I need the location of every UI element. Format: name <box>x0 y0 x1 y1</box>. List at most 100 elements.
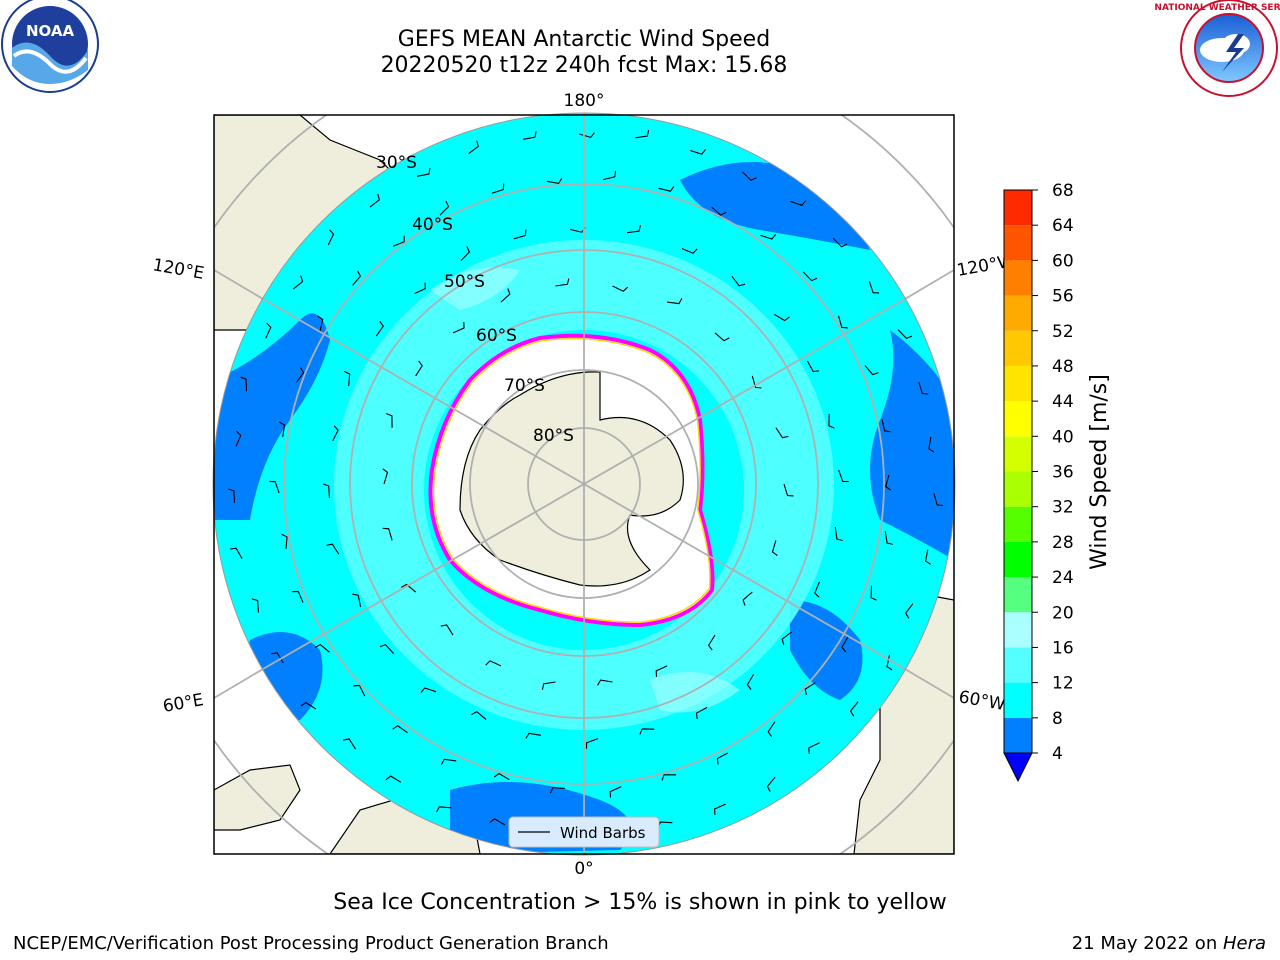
wind-barb <box>353 684 366 697</box>
wind-barb <box>612 285 629 292</box>
antarctica <box>428 333 715 628</box>
wind-barb <box>314 643 330 653</box>
colorbar-tick-label: 24 <box>1052 568 1074 588</box>
colorbar-tick-label: 20 <box>1052 603 1074 623</box>
wind-barb <box>392 235 405 247</box>
colorbar-tick-label: 44 <box>1052 392 1074 412</box>
wind-barb <box>327 229 335 246</box>
wind-barb <box>783 483 794 497</box>
wind-barb <box>681 248 698 254</box>
map-frame <box>213 114 955 855</box>
wind-barb <box>804 682 816 696</box>
wind-barb <box>500 288 511 303</box>
wind-barb <box>864 365 879 376</box>
wind-barb <box>439 200 450 216</box>
wind-barb <box>905 603 914 619</box>
wind-barb <box>658 186 675 192</box>
footer-date-text: 21 May 2022 on <box>1071 933 1223 954</box>
wind-barb <box>828 413 835 429</box>
colorbar-segment <box>1004 330 1032 366</box>
wind-barb <box>281 533 288 549</box>
wind-barb <box>332 425 339 442</box>
antarctic-continent <box>459 371 684 587</box>
lat-label-30s: 30°S <box>376 153 417 173</box>
wind-barb <box>897 329 913 340</box>
wind-barb <box>440 624 454 636</box>
wind-barb <box>881 418 891 433</box>
wind-barb <box>385 775 402 783</box>
wind-barb <box>790 200 807 206</box>
wind-barb <box>386 413 393 428</box>
colorbar-tick-label: 60 <box>1052 251 1074 271</box>
wind-barb <box>849 701 859 717</box>
wind-barb <box>767 721 776 738</box>
wind-barb <box>401 583 417 593</box>
colorbar-segment <box>1004 612 1032 648</box>
colorbar-segment <box>1004 190 1032 226</box>
colorbar-segment <box>1004 541 1032 578</box>
colorbar-segment <box>1004 471 1032 507</box>
wind-barb <box>513 229 527 240</box>
wind-barb <box>714 332 730 342</box>
wind-barb <box>379 643 395 654</box>
lat-label-70s: 70°S <box>504 376 545 396</box>
colorbar-tick-label: 8 <box>1052 709 1063 729</box>
wind-barb <box>602 170 617 181</box>
wind-barb <box>579 132 595 139</box>
wind-barb <box>808 742 820 754</box>
wind-barb <box>775 427 789 439</box>
wind-barb <box>296 367 305 383</box>
wind-barb <box>541 681 556 690</box>
wind-barb <box>716 752 729 765</box>
wind-barb <box>452 321 465 334</box>
wind-barb <box>493 772 510 781</box>
colorbar-segment <box>1004 717 1032 753</box>
graticule <box>213 113 955 855</box>
map-title: GEFS MEAN Antarctic Wind Speed <box>397 27 771 52</box>
wind-barb <box>440 758 457 765</box>
wind-barb <box>369 193 381 208</box>
colorbar-tick-label: 40 <box>1052 427 1074 447</box>
lon-label-120e: 120°E <box>151 255 205 284</box>
wind-barb <box>491 183 505 194</box>
legend-label: Wind Barbs <box>560 824 646 842</box>
wind-barb <box>766 776 776 792</box>
colorbar-label: Wind Speed [m/s] <box>1087 374 1112 570</box>
wind-barb <box>781 631 793 646</box>
wind-barb <box>468 140 479 155</box>
wind-barb <box>317 315 324 332</box>
wind-barb <box>661 774 677 781</box>
wind-barb <box>838 469 849 483</box>
wind-barb <box>344 370 351 387</box>
lat-label-80s: 80°S <box>533 426 574 446</box>
wind-barb <box>414 282 426 295</box>
wind-barb <box>746 674 755 690</box>
wind-barb <box>885 474 891 491</box>
colorbar-tick-label: 56 <box>1052 287 1074 307</box>
lon-label-60w: 60°W <box>957 687 1007 715</box>
colorbar-tick-label: 16 <box>1052 638 1074 658</box>
colorbar-segment <box>1004 365 1032 402</box>
wind-barb <box>489 818 506 826</box>
wind-barb <box>392 725 408 734</box>
wind-barb <box>597 679 613 686</box>
wind-barb <box>525 732 541 739</box>
wind-barb <box>742 171 757 181</box>
wind-barb <box>251 598 260 613</box>
wind-barb <box>485 660 502 667</box>
colorbar-under-arrow <box>1003 752 1033 783</box>
wind-barb <box>834 527 843 542</box>
colorbar-segment <box>1004 577 1032 613</box>
wind-barb <box>609 786 622 798</box>
wind-barb <box>635 129 650 139</box>
wind-barb <box>292 590 304 603</box>
wind-barb <box>549 787 565 794</box>
lat-label-60s: 60°S <box>476 326 517 346</box>
wind-barb <box>774 313 790 322</box>
colorbar-segment <box>1004 506 1032 542</box>
wind-barb <box>918 381 929 395</box>
wind-barb <box>832 237 848 248</box>
wind-barb <box>352 270 362 286</box>
